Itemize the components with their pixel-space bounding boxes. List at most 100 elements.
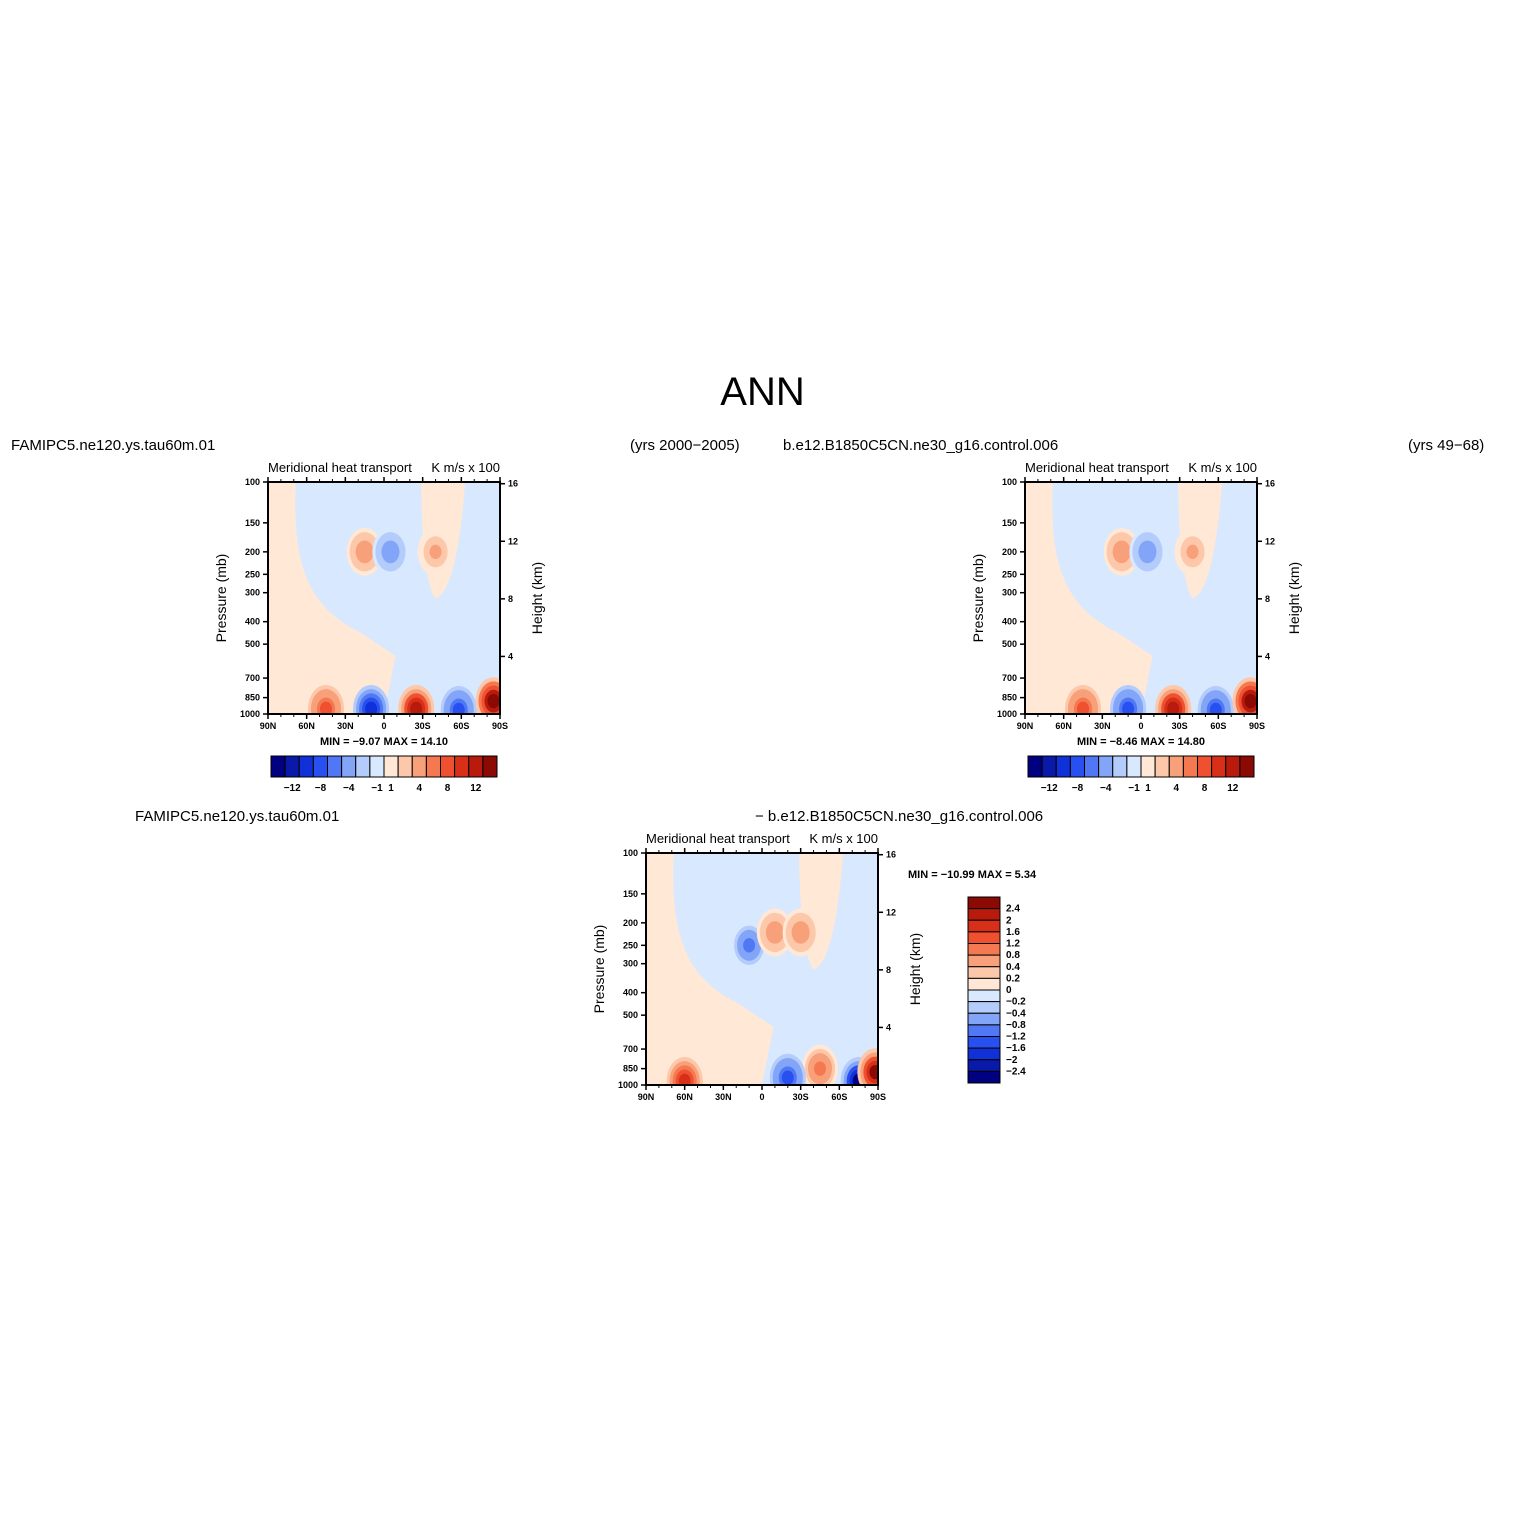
colorbar-swatch [270,755,286,778]
x-tick-label: 60N [298,721,315,731]
contour-blob [743,938,756,953]
y-tick-label: 250 [1002,569,1017,579]
contour-blob [1122,701,1135,714]
contour-blob [768,925,781,940]
colorbar-swatch [1041,755,1057,778]
x-tick-label: 30S [415,721,431,731]
colorbar-swatch [1211,755,1227,778]
x-tick-label: 90N [1017,721,1034,731]
colorbar-label: −0.8 [1006,1020,1026,1031]
y-tick-label: 150 [623,889,638,899]
contour-blob [319,701,333,714]
contour-blob [869,1064,878,1080]
colorbar-swatch [312,755,328,778]
colorbar-label: −2 [1006,1055,1018,1066]
colorbar-label: 0.4 [1006,962,1020,973]
colorbar-label: 1.6 [1006,927,1020,938]
height-tick-label: 12 [886,907,896,917]
x-tick-label: 90N [638,1092,655,1102]
height-tick-label: 4 [886,1022,891,1032]
colorbar-swatch [967,1012,1001,1026]
height-tick-label: 8 [508,594,513,604]
diff-case-b-label: − b.e12.B1850C5CN.ne30_g16.control.006 [755,808,1044,825]
colorbar-swatch [355,755,371,778]
colorbar-swatch [1154,755,1170,778]
left-years-label: (yrs 2000−2005) [630,437,740,454]
height-tick-label: 16 [886,850,896,860]
colorbar-swatch [1197,755,1213,778]
y-tick-label: 150 [245,518,260,528]
height-tick-label: 8 [886,965,891,975]
contour-blob [410,701,423,714]
colorbar-swatch [967,966,1001,979]
colorbar-swatch [425,755,441,778]
height-tick-label: 4 [508,651,513,661]
y-tick-label: 500 [623,1010,638,1020]
y-tick-label: 700 [1002,673,1017,683]
colorbar-label: 0.8 [1006,950,1020,961]
page-title: ANN [720,370,805,414]
colorbar-swatch [482,755,498,778]
contour-fill [1025,482,1257,714]
colorbar-swatch [397,755,413,778]
y-axis-label: Pressure (mb) [213,554,229,643]
contour-blob [813,1061,827,1076]
colorbar-label: −4 [343,783,355,794]
colorbar-swatch [468,755,484,778]
height-tick-label: 4 [1265,651,1270,661]
colorbar-swatch [967,1036,1001,1049]
x-tick-label: 30N [337,721,354,731]
contour-blob [1141,544,1154,560]
colorbar-swatch [1084,755,1100,778]
contour-blob [1186,544,1199,560]
colorbar-label: 4 [1174,783,1180,794]
colorbar-label: 12 [1227,783,1239,794]
colorbar-swatch [1225,755,1241,778]
panel-title: Meridional heat transport [268,460,412,475]
colorbar-swatch [284,755,300,778]
colorbar-swatch [341,755,357,778]
y-tick-label: 400 [1002,617,1017,627]
y2-axis-label: Height (km) [907,933,923,1005]
y-tick-label: 500 [245,639,260,649]
panel-units: K m/s x 100 [1188,460,1257,475]
y-tick-label: 400 [623,988,638,998]
contour-blob [452,702,465,714]
contour-fill [268,482,500,714]
colorbar-label: 0 [1006,985,1012,996]
x-tick-label: 60S [1210,721,1226,731]
colorbar-swatch [1239,755,1255,778]
y-tick-label: 1000 [240,709,260,719]
contour-fill [646,853,878,1085]
panel-units: K m/s x 100 [431,460,500,475]
x-tick-label: 90S [1249,721,1265,731]
colorbar-swatch [454,755,470,778]
contour-blob [678,1073,691,1085]
y-tick-label: 100 [623,848,638,858]
colorbar-swatch [967,1001,1001,1014]
x-tick-label: 60N [676,1092,693,1102]
min-max-label: MIN = −10.99 MAX = 5.34 [908,869,1037,881]
y-tick-label: 200 [245,547,260,557]
contour-blob [781,1070,794,1085]
y2-axis-label: Height (km) [529,562,545,634]
colorbar-swatch [369,755,385,778]
panel-title: Meridional heat transport [1025,460,1169,475]
y2-axis-label: Height (km) [1286,562,1302,634]
colorbar-swatch [440,755,456,778]
colorbar-label: 0.2 [1006,973,1020,984]
colorbar-label: 2.4 [1006,904,1020,915]
x-tick-label: 90S [492,721,508,731]
y-tick-label: 1000 [618,1080,638,1090]
x-tick-label: 60S [831,1092,847,1102]
colorbar-label: −1.2 [1006,1032,1026,1043]
colorbar-label: −1.6 [1006,1043,1026,1054]
y-tick-label: 200 [623,918,638,928]
colorbar-label: 8 [1202,783,1208,794]
contour-blob [365,701,378,714]
min-max-label: MIN = −8.46 MAX = 14.80 [1077,736,1205,748]
x-tick-label: 0 [381,721,386,731]
colorbar-swatch [1126,755,1142,778]
y-tick-label: 1000 [997,709,1017,719]
